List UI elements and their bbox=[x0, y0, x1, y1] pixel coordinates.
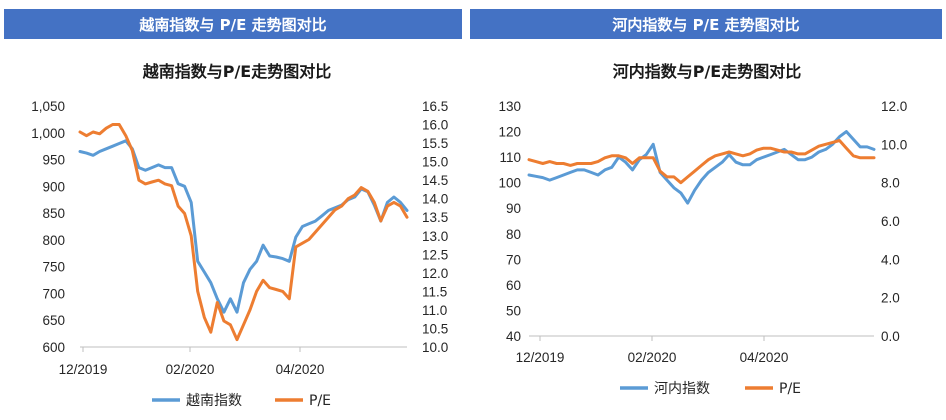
y-right-tick-label: 11.5 bbox=[422, 284, 447, 299]
y-right-tick-label: 0.0 bbox=[881, 329, 900, 344]
chart-title: 越南指数与P/E走势图对比 bbox=[142, 62, 332, 81]
x-tick-label: 02/2020 bbox=[628, 350, 677, 365]
y-left-tick-label: 800 bbox=[42, 233, 65, 248]
y-right-tick-label: 12.0 bbox=[881, 99, 907, 114]
y-left-tick-label: 50 bbox=[506, 303, 521, 318]
legend-pe-label: P/E bbox=[309, 393, 331, 409]
y-right-tick-label: 14.5 bbox=[422, 173, 448, 188]
vn-index-pe-chart: 越南指数与P/E走势图对比 600 650 700 750 800 850 900 950 1,0… bbox=[31, 62, 448, 409]
y-right-tick-label: 15.0 bbox=[422, 155, 448, 170]
y-right-tick-label: 12.0 bbox=[422, 266, 448, 281]
y-left-tick-label: 700 bbox=[42, 286, 65, 301]
x-tick-label: 12/2019 bbox=[516, 350, 565, 365]
y-right-tick-label: 10.0 bbox=[422, 340, 448, 355]
y-left-tick-label: 100 bbox=[498, 176, 521, 191]
chart-title: 河内指数与P/E走势图对比 bbox=[613, 62, 802, 81]
y-right-tick-label: 14.0 bbox=[422, 192, 448, 207]
y-left-tick-label: 650 bbox=[42, 313, 65, 328]
y-left-tick-label: 750 bbox=[42, 260, 65, 275]
y-left-tick-label: 1,000 bbox=[31, 126, 65, 141]
y-left-tick-label: 600 bbox=[42, 340, 65, 355]
y-right-tick-label: 16.0 bbox=[422, 118, 448, 133]
y-right-tick-label: 10.5 bbox=[422, 321, 448, 336]
y-left-tick-label: 70 bbox=[506, 252, 521, 267]
y-left-tick-label: 850 bbox=[42, 206, 65, 221]
x-tick-label: 12/2019 bbox=[59, 362, 108, 377]
y-right-tick-label: 15.5 bbox=[422, 136, 448, 151]
index-series-line bbox=[78, 139, 409, 314]
legend-index-label: 河内指数 bbox=[654, 381, 710, 397]
y-left-tick-label: 1,050 bbox=[31, 99, 65, 114]
legend-index-label: 越南指数 bbox=[186, 393, 242, 409]
y-right-tick-label: 2.0 bbox=[881, 291, 900, 306]
y-left-tick-label: 120 bbox=[498, 125, 521, 140]
x-tick-label: 04/2020 bbox=[276, 362, 325, 377]
hnx-banner: 河内指数与 P/E 走势图对比 bbox=[470, 9, 942, 39]
y-right-tick-label: 8.0 bbox=[881, 176, 900, 191]
y-left-tick-label: 950 bbox=[42, 153, 65, 168]
hnx-index-panel: 河内指数与 P/E 走势图对比 河内指数与P/E走势图对比 40 50 60 70 80 9… bbox=[470, 0, 946, 420]
y-left-tick-label: 60 bbox=[506, 278, 521, 293]
x-tick-label: 04/2020 bbox=[740, 350, 789, 365]
y-right-tick-label: 13.0 bbox=[422, 229, 448, 244]
vn-banner: 越南指数与 P/E 走势图对比 bbox=[4, 9, 462, 39]
pe-series-line bbox=[78, 123, 409, 342]
y-right-tick-label: 10.0 bbox=[881, 137, 907, 152]
y-right-tick-label: 11.0 bbox=[422, 303, 447, 318]
y-left-tick-label: 110 bbox=[499, 150, 521, 165]
y-left-tick-label: 130 bbox=[498, 99, 521, 114]
y-left-tick-label: 40 bbox=[506, 329, 521, 344]
y-left-tick-label: 80 bbox=[506, 227, 521, 242]
y-left-tick-label: 90 bbox=[506, 201, 521, 216]
y-right-tick-label: 4.0 bbox=[881, 252, 900, 267]
hnx-index-pe-chart: 河内指数与P/E走势图对比 40 50 60 70 80 90 100 110 120 130 0.0… bbox=[498, 62, 907, 397]
y-right-tick-label: 16.5 bbox=[422, 99, 448, 114]
y-left-tick-label: 900 bbox=[42, 179, 65, 194]
y-right-tick-label: 6.0 bbox=[881, 214, 900, 229]
pe-series-line bbox=[527, 139, 876, 185]
y-right-tick-label: 13.5 bbox=[422, 210, 448, 225]
y-right-tick-label: 12.5 bbox=[422, 247, 448, 262]
vn-index-panel: 越南指数与 P/E 走势图对比 越南指数与P/E走势图对比 600 650 700 75… bbox=[0, 0, 470, 420]
index-series-line bbox=[527, 130, 876, 205]
legend-pe-label: P/E bbox=[779, 381, 801, 397]
x-tick-label: 02/2020 bbox=[166, 362, 215, 377]
